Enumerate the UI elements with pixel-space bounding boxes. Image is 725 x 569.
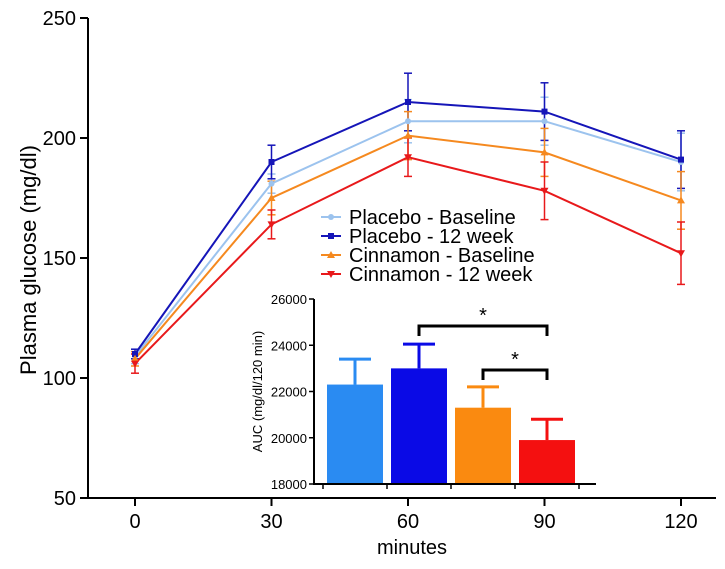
main-axes: 50 100 150 200 250 0 30 60 90 120 minutes Plasma gl… <box>16 8 716 559</box>
inset-y-axis-title: AUC (mg/dl/120 min) <box>250 331 265 452</box>
x-axis-title: minutes <box>377 537 447 559</box>
data-point <box>404 131 412 139</box>
data-point <box>267 221 276 229</box>
data-point <box>677 250 685 258</box>
significance-bracket <box>481 368 549 380</box>
inset-y-tick-label: 24000 <box>271 338 307 353</box>
inset-auc-chart: 18000 20000 22000 24000 26000 AUC (mg/dl/120 … <box>250 292 600 493</box>
legend-label: Cinnamon - Baseline <box>349 245 535 267</box>
auc-bar <box>327 384 383 484</box>
data-point <box>678 156 684 163</box>
data-point <box>405 99 411 105</box>
legend-marker <box>327 271 335 278</box>
x-tick-label: 120 <box>664 511 697 533</box>
significance-label: * <box>479 305 487 327</box>
auc-bar <box>455 407 511 484</box>
y-axis-title: Plasma glucose (mg/dl) <box>16 145 41 375</box>
data-point <box>131 354 139 362</box>
inset-y-tick-label: 26000 <box>271 292 307 307</box>
data-point <box>131 360 139 368</box>
x-tick-label: 30 <box>260 511 282 533</box>
data-point <box>267 194 276 201</box>
x-tick-label: 0 <box>129 511 140 533</box>
x-tick-label: 90 <box>533 511 555 533</box>
data-point <box>404 154 412 162</box>
legend-label: Placebo - Baseline <box>349 207 516 229</box>
legend-marker <box>327 251 335 258</box>
significance-bracket <box>417 324 549 336</box>
data-point <box>540 187 549 195</box>
data-point <box>268 180 275 187</box>
data-point <box>540 148 549 156</box>
legend-label: Cinnamon - 12 week <box>349 264 533 286</box>
legend-label: Placebo - 12 week <box>349 226 515 248</box>
legend-marker <box>328 214 334 220</box>
legend-marker <box>328 233 334 239</box>
data-point <box>268 159 275 165</box>
data-point <box>541 118 548 125</box>
y-tick-label: 50 <box>54 488 76 510</box>
inset-y-tick-label: 18000 <box>271 477 307 492</box>
y-tick-label: 200 <box>43 128 76 150</box>
y-tick-label: 150 <box>43 248 76 270</box>
x-tick-label: 60 <box>397 511 419 533</box>
significance-label: * <box>511 349 519 371</box>
auc-bar <box>519 440 575 484</box>
data-point <box>677 196 685 204</box>
data-point <box>405 118 411 125</box>
inset-y-tick-label: 20000 <box>271 431 307 446</box>
data-point <box>132 351 138 357</box>
data-point <box>541 108 548 115</box>
inset-y-tick-label: 22000 <box>271 385 307 400</box>
y-tick-label: 250 <box>43 8 76 30</box>
main-markers <box>131 99 685 368</box>
y-tick-label: 100 <box>43 368 76 390</box>
auc-bar <box>391 368 447 484</box>
